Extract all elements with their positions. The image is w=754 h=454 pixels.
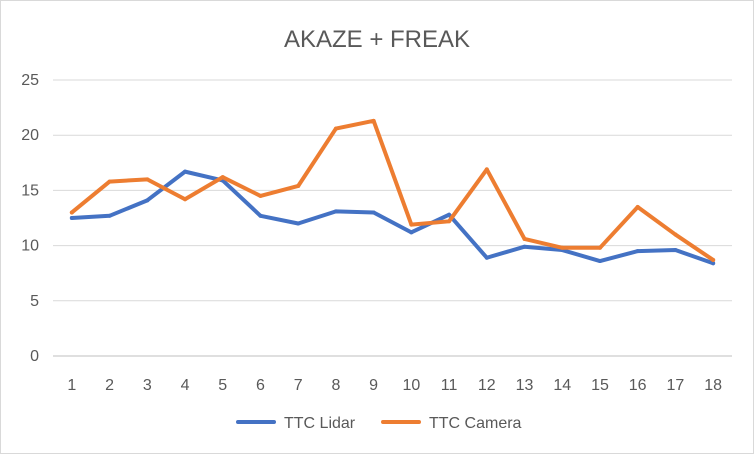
x-tick-label: 5: [218, 377, 227, 394]
data-point: [635, 249, 640, 254]
data-point: [484, 255, 489, 260]
x-tick-label: 3: [143, 377, 152, 394]
data-point: [107, 179, 112, 184]
legend-label: TTC Lidar: [284, 415, 356, 432]
data-point: [258, 193, 263, 198]
x-tick-label: 6: [256, 377, 265, 394]
data-point: [409, 230, 414, 235]
legend-label: TTC Camera: [429, 415, 522, 432]
data-point: [69, 210, 74, 215]
series-points-ttc-camera: [69, 118, 716, 262]
series-line-ttc-lidar: [69, 169, 716, 266]
data-point: [258, 213, 263, 218]
y-tick-label: 15: [21, 182, 39, 199]
legend: TTC Lidar TTC Camera: [236, 415, 522, 432]
x-tick-label: 16: [629, 377, 647, 394]
data-point: [673, 248, 678, 253]
data-point: [597, 259, 602, 264]
data-point: [296, 183, 301, 188]
data-point: [522, 236, 527, 241]
y-tick-label: 25: [21, 72, 39, 89]
x-tick-label: 8: [331, 377, 340, 394]
data-point: [333, 209, 338, 214]
x-tick-label: 11: [441, 377, 458, 394]
x-tick-label: 14: [553, 377, 571, 394]
data-point: [447, 212, 452, 217]
x-tick-label: 7: [294, 377, 303, 394]
data-point: [597, 245, 602, 250]
x-tick-label: 1: [67, 377, 76, 394]
data-point: [69, 216, 74, 220]
x-tick-label: 10: [402, 377, 420, 394]
data-point: [673, 232, 678, 237]
legend-item-ttc-camera: TTC Camera: [381, 415, 522, 432]
data-point: [560, 245, 565, 250]
legend-item-ttc-lidar: TTC Lidar: [236, 415, 356, 432]
data-point: [484, 167, 489, 172]
data-point: [371, 210, 376, 215]
y-tick-label: 0: [30, 348, 39, 365]
x-tick-label: 12: [478, 377, 496, 394]
y-tick-label: 20: [21, 127, 39, 144]
chart-title: AKAZE + FREAK: [284, 26, 470, 53]
x-axis-ticks: 1 2 3 4 5 6 7 8 9 10 11 12 13 14 15 16 17 18: [67, 377, 722, 394]
x-tick-label: 2: [105, 377, 114, 394]
series-line-ttc-camera: [69, 118, 716, 262]
data-point: [107, 213, 112, 218]
x-tick-label: 13: [516, 377, 534, 394]
data-point: [522, 244, 527, 249]
data-point: [183, 197, 188, 202]
data-point: [371, 118, 376, 123]
data-point: [220, 175, 225, 180]
y-tick-label: 10: [21, 238, 39, 255]
y-axis-ticks: 0 5 10 15 20 25: [21, 72, 39, 365]
data-point: [145, 177, 150, 182]
data-point: [333, 126, 338, 131]
x-tick-label: 17: [667, 377, 685, 394]
x-tick-label: 9: [369, 377, 378, 394]
data-point: [711, 261, 716, 266]
data-point: [635, 204, 640, 209]
x-tick-label: 18: [704, 377, 722, 394]
data-point: [296, 221, 301, 226]
data-point: [409, 222, 414, 227]
data-point: [711, 257, 716, 262]
data-point: [145, 198, 150, 203]
data-point: [183, 169, 188, 174]
data-point: [447, 219, 452, 224]
x-tick-label: 15: [591, 377, 609, 394]
series-lines: [69, 118, 716, 266]
x-tick-label: 4: [181, 377, 190, 394]
y-tick-label: 5: [30, 293, 39, 310]
